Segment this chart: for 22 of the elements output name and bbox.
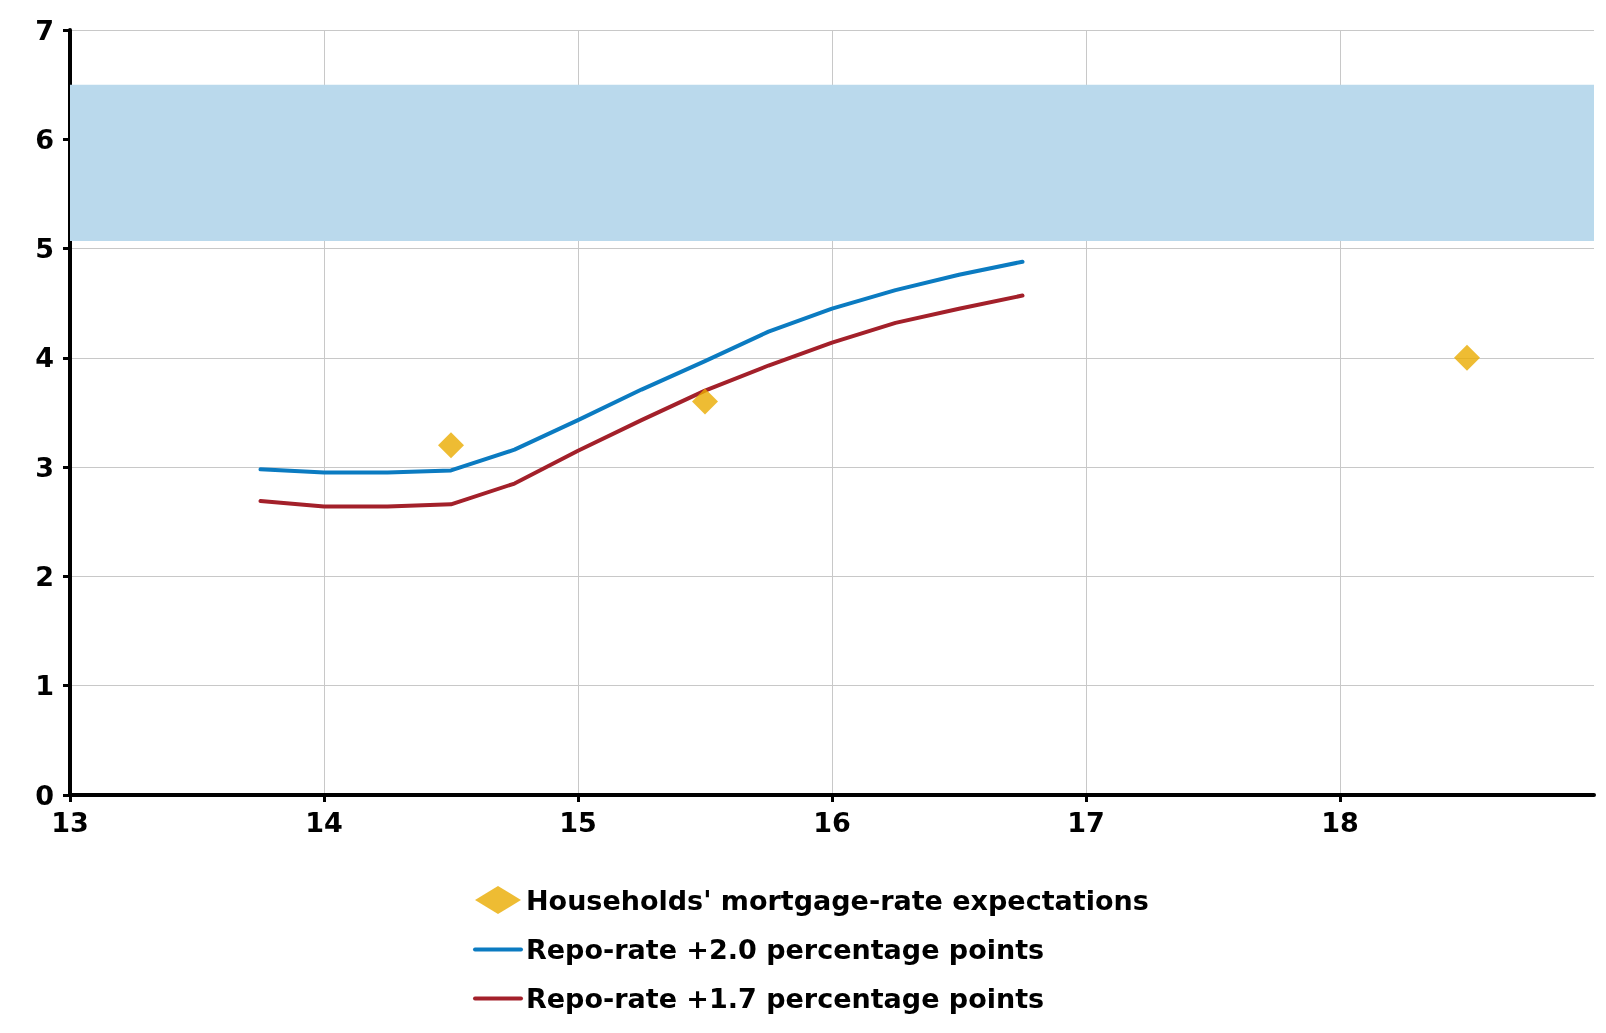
- point: [692, 388, 718, 415]
- x-tick-label: 18: [1321, 807, 1359, 838]
- line-series: [258, 293, 1025, 509]
- x-tick-label: 16: [813, 807, 851, 838]
- legend-label: Repo-rate +2.0 percentage points: [526, 934, 1045, 965]
- x-tick-label: 15: [559, 807, 597, 838]
- line-series: [258, 259, 1025, 475]
- y-tick-label: 2: [35, 560, 54, 592]
- y-tick-label: 6: [35, 123, 54, 155]
- y-tick-label: 3: [35, 451, 54, 483]
- point: [438, 432, 464, 459]
- y-tick-label: 0: [35, 779, 54, 811]
- x-tick-label: 13: [51, 807, 89, 838]
- legend-label: Households' mortgage-rate expectations: [526, 884, 1149, 916]
- x-tick-label: 17: [1067, 807, 1105, 838]
- y-tick-label: 1: [35, 670, 54, 702]
- x-tick-label: 14: [305, 807, 343, 838]
- y-tick-label: 4: [35, 342, 54, 374]
- y-tick-label: 5: [35, 233, 54, 265]
- legend-label: Repo-rate +1.7 percentage points: [526, 983, 1045, 1014]
- point: [1454, 344, 1480, 371]
- y-tick-label: 7: [35, 14, 54, 46]
